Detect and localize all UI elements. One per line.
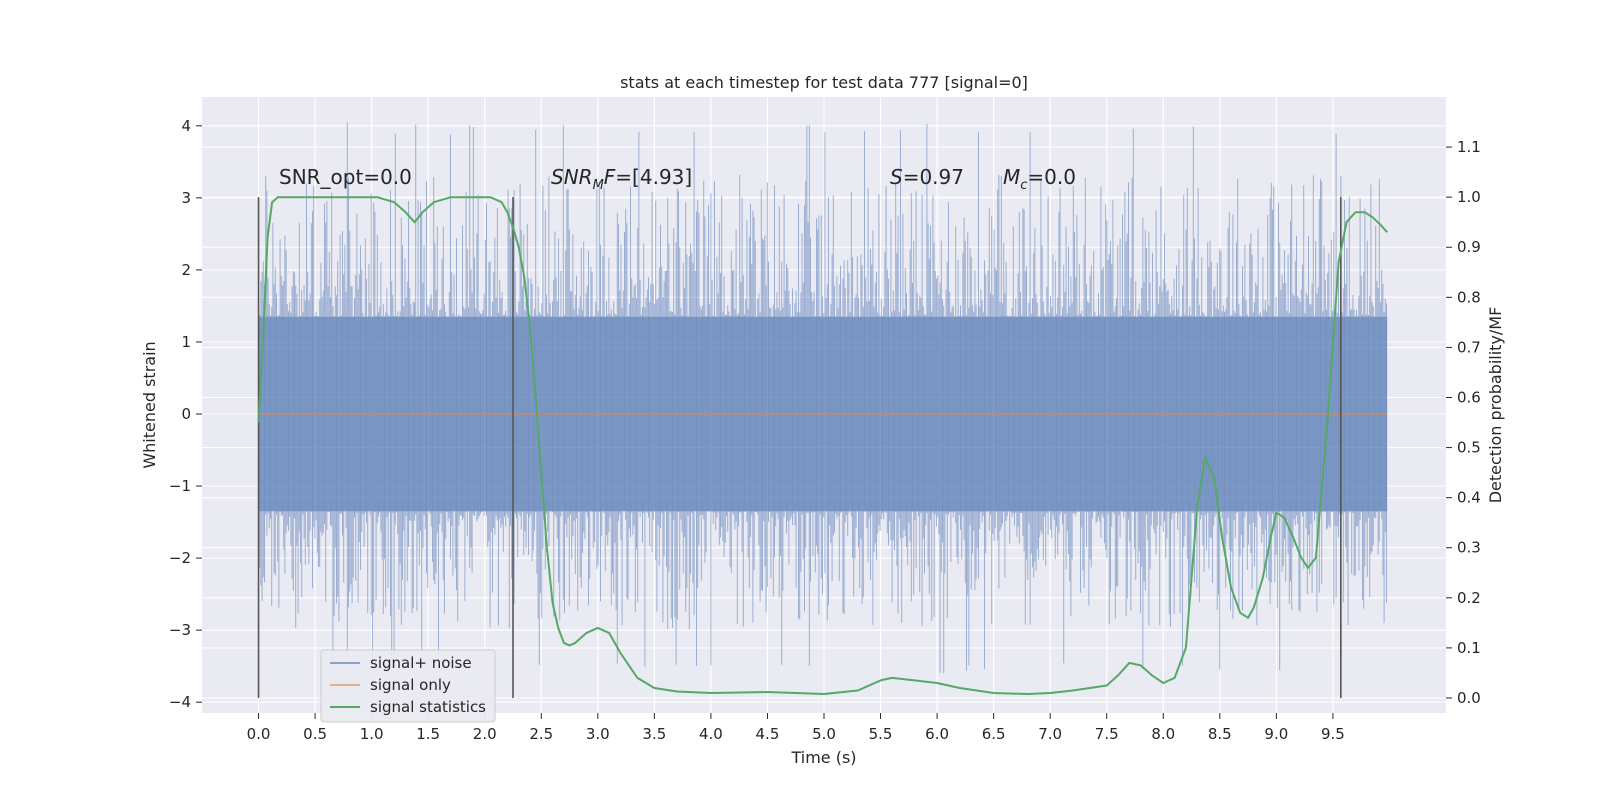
y-tick-label-0: 4: [181, 117, 191, 135]
annotation-s-value: =0.97: [903, 165, 964, 189]
y-tick-label-3: 1: [181, 333, 191, 351]
annotation-snr-mf-tail: F: [604, 165, 616, 189]
chart-title: stats at each timestep for test data 777…: [620, 73, 1028, 92]
x-tick-label-8: 4.0: [699, 725, 723, 743]
y-axis-label: Whitened strain: [140, 341, 159, 468]
annotation-mc-value: =0.0: [1027, 165, 1076, 189]
y2-tick-label-6: 0.5: [1457, 439, 1481, 457]
x-tick-label-16: 8.0: [1151, 725, 1175, 743]
x-tick-label-4: 2.0: [473, 725, 497, 743]
x-tick-label-0: 0.0: [247, 725, 271, 743]
y2-tick-label-0: 1.1: [1457, 138, 1481, 156]
annotations: SNR_opt=0.0 SNRMF=[4.93] S=0.97 Mc=0.0: [279, 165, 1076, 193]
y2-tick-label-9: 0.2: [1457, 589, 1481, 607]
y2-tick-label-4: 0.7: [1457, 338, 1481, 356]
annotation-snr-mf-value: =[4.93]: [615, 165, 692, 189]
y-tick-label-5: −1: [169, 477, 191, 495]
y-tick-label-7: −3: [169, 621, 191, 639]
annotation-snr-mf: SNRMF=[4.93]: [551, 165, 692, 193]
x-axis-label: Time (s): [790, 748, 856, 767]
annotation-s-symbol: S: [890, 165, 903, 189]
y-axis-ticks: 4 3 2 1 0 −1 −2 −3 −4: [169, 117, 202, 711]
annotation-mc-main: M: [1003, 165, 1020, 189]
x-tick-label-6: 3.0: [586, 725, 610, 743]
x-tick-label-5: 2.5: [529, 725, 553, 743]
y2-tick-label-8: 0.3: [1457, 539, 1481, 557]
x-tick-label-11: 5.5: [869, 725, 893, 743]
x-tick-label-13: 6.5: [982, 725, 1006, 743]
y-tick-label-1: 3: [181, 189, 191, 207]
x-tick-label-18: 9.0: [1264, 725, 1288, 743]
y-tick-label-2: 2: [181, 261, 191, 279]
x-tick-label-12: 6.0: [925, 725, 949, 743]
series-signal-statistics: [257, 196, 1388, 695]
x-tick-label-14: 7.0: [1038, 725, 1062, 743]
y2-axis-label: Detection probability/MF: [1486, 307, 1505, 504]
y-tick-label-6: −2: [169, 549, 191, 567]
y-tick-label-4: 0: [181, 405, 191, 423]
legend-label-signal-statistics: signal statistics: [370, 698, 486, 716]
y-tick-label-8: −4: [169, 693, 191, 711]
y2-tick-label-3: 0.8: [1457, 288, 1481, 306]
x-tick-label-3: 1.5: [416, 725, 440, 743]
legend: signal+ noise signal only signal statist…: [320, 649, 496, 723]
y2-tick-label-5: 0.6: [1457, 388, 1481, 406]
y2-tick-label-1: 1.0: [1457, 188, 1481, 206]
signal-statistics-line: [257, 196, 1388, 695]
x-tick-label-7: 3.5: [642, 725, 666, 743]
y2-tick-label-11: 0.0: [1457, 689, 1481, 707]
legend-label-signal-only: signal only: [370, 676, 451, 694]
x-tick-label-2: 1.0: [360, 725, 384, 743]
y2-tick-label-2: 0.9: [1457, 238, 1481, 256]
annotation-snr-opt: SNR_opt=0.0: [279, 165, 412, 189]
x-axis-ticks: 0.0 0.5 1.0 1.5 2.0 2.5 3.0 3.5 4.0 4.5 5.0 5.5 6.0 6…: [247, 713, 1345, 743]
x-tick-label-10: 5.0: [812, 725, 836, 743]
y2-tick-label-10: 0.1: [1457, 639, 1481, 657]
legend-box: [320, 649, 496, 723]
y2-axis-ticks: 1.1 1.0 0.9 0.8 0.7 0.6 0.5 0.4 0.3 0.2 0.1 0.0: [1446, 138, 1481, 707]
annotation-s: S=0.97: [890, 165, 964, 189]
x-tick-label-9: 4.5: [756, 725, 780, 743]
annotation-snr-mf-sub: M: [593, 178, 604, 193]
annotation-mc-sub: c: [1020, 178, 1027, 193]
x-tick-label-15: 7.5: [1095, 725, 1119, 743]
vertical-markers: [257, 197, 1342, 698]
x-tick-label-1: 0.5: [303, 725, 327, 743]
annotation-mc: Mc=0.0: [1003, 165, 1076, 193]
legend-label-signal-noise: signal+ noise: [370, 654, 472, 672]
annotation-snr-mf-main: SNR: [551, 165, 593, 189]
y2-tick-label-7: 0.4: [1457, 489, 1481, 507]
x-tick-label-19: 9.5: [1321, 725, 1345, 743]
x-tick-label-17: 8.5: [1208, 725, 1232, 743]
